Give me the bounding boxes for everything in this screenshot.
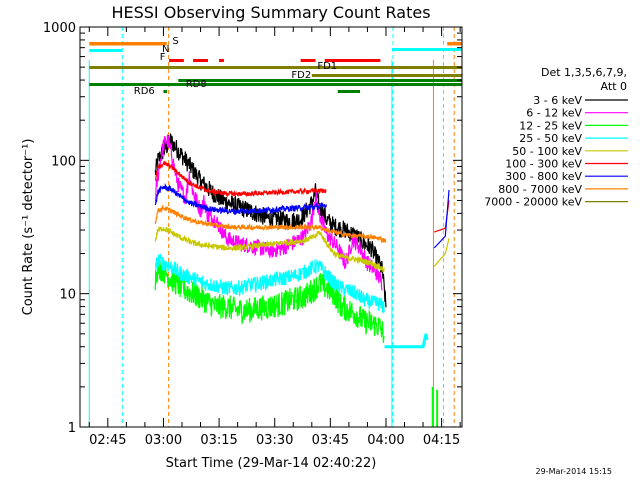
flag-label-n: N: [162, 44, 169, 55]
series-line-4: [154, 226, 385, 273]
series-tail-25-50: [384, 333, 429, 349]
flag-bar-flare: [193, 59, 208, 62]
x-tick-label: 03:30: [256, 433, 293, 448]
generation-timestamp: 29-Mar-2014 15:15: [536, 467, 613, 476]
x-tick-label: 02:45: [89, 433, 126, 448]
legend-label-8: 7000 - 20000 keV: [484, 196, 582, 209]
legend-label-4: 50 - 100 keV: [512, 145, 582, 158]
legend-label-0: 3 - 6 keV: [533, 94, 582, 107]
y-tick-label: 10: [59, 288, 76, 303]
series-line-1: [154, 134, 383, 291]
axes: 1 10 100 1000 02:45 03:00 03:15 03:30 03:45 04:00…: [43, 21, 463, 448]
plot-area: [88, 27, 455, 427]
y-axis-label: Count Rate (s⁻¹ detector⁻¹): [21, 139, 36, 316]
flag-bar-rd8: [89, 83, 462, 86]
series-tail-12-25: [431, 386, 439, 427]
series-line-6: [154, 182, 327, 216]
legend-label-3: 25 - 50 keV: [519, 132, 582, 145]
x-tick-label: 04:00: [367, 433, 404, 448]
series-line-2: [154, 257, 385, 343]
legend-attenuator-state: Att 0: [601, 80, 627, 93]
flag-bar-flare: [300, 59, 316, 62]
flag-label-rd6: RD6: [134, 86, 155, 97]
series-line-3: [154, 253, 385, 315]
y-tick-label: 100: [51, 154, 76, 169]
legend-label-6: 300 - 800 keV: [505, 170, 582, 183]
x-tick-label: 03:15: [200, 433, 237, 448]
x-axis-label: Start Time (29-Mar-14 02:40:22): [166, 456, 377, 471]
x-tick-label: 04:15: [423, 433, 460, 448]
legend-label-5: 100 - 300 keV: [505, 158, 582, 171]
x-tick-label: 03:00: [145, 433, 182, 448]
flag-bar-night-end: [391, 48, 462, 51]
legend-label-7: 800 - 7000 keV: [498, 183, 582, 196]
chart-title: HESSI Observing Summary Count Rates: [111, 3, 430, 22]
flag-bar-flare: [169, 59, 184, 62]
legend-detector-list: Det 1,3,5,6,7,9,: [541, 66, 627, 79]
flag-label-fd2: FD2: [291, 70, 311, 81]
flag-bar-rd6: [337, 90, 361, 93]
flag-bar-night: [89, 49, 123, 52]
observing-flags: SNF FD1 FD2 RD6 RD8: [89, 36, 462, 97]
flag-bar-rd6: [163, 90, 168, 93]
series-line-7: [154, 204, 387, 244]
flag-bar-flare: [324, 59, 381, 62]
flag-label-f: F: [160, 52, 166, 63]
plot-frame: [79, 26, 463, 428]
flag-label-rd8: RD8: [186, 79, 207, 90]
y-tick-label: 1000: [43, 21, 76, 36]
flag-bar-saa-end: [447, 42, 462, 46]
series-line-5: [155, 160, 327, 198]
flag-bar-fd2: [311, 74, 462, 77]
series-line-0: [154, 132, 387, 308]
flag-label-fd1: FD1: [317, 61, 337, 72]
flag-bar-flare: [219, 59, 224, 62]
legend-label-2: 12 - 25 keV: [519, 119, 582, 132]
flag-label-s: S: [172, 36, 178, 47]
flag-bar-fd1: [89, 66, 462, 69]
series-tail-50-100: [433, 238, 450, 267]
legend-label-1: 6 - 12 keV: [526, 107, 582, 120]
flag-bar-rd8-upper: [178, 79, 462, 82]
series-tail-300-800: [433, 189, 450, 249]
flag-bar-saa: [89, 42, 167, 46]
x-tick-label: 03:45: [312, 433, 349, 448]
y-tick-label: 1: [68, 421, 76, 436]
